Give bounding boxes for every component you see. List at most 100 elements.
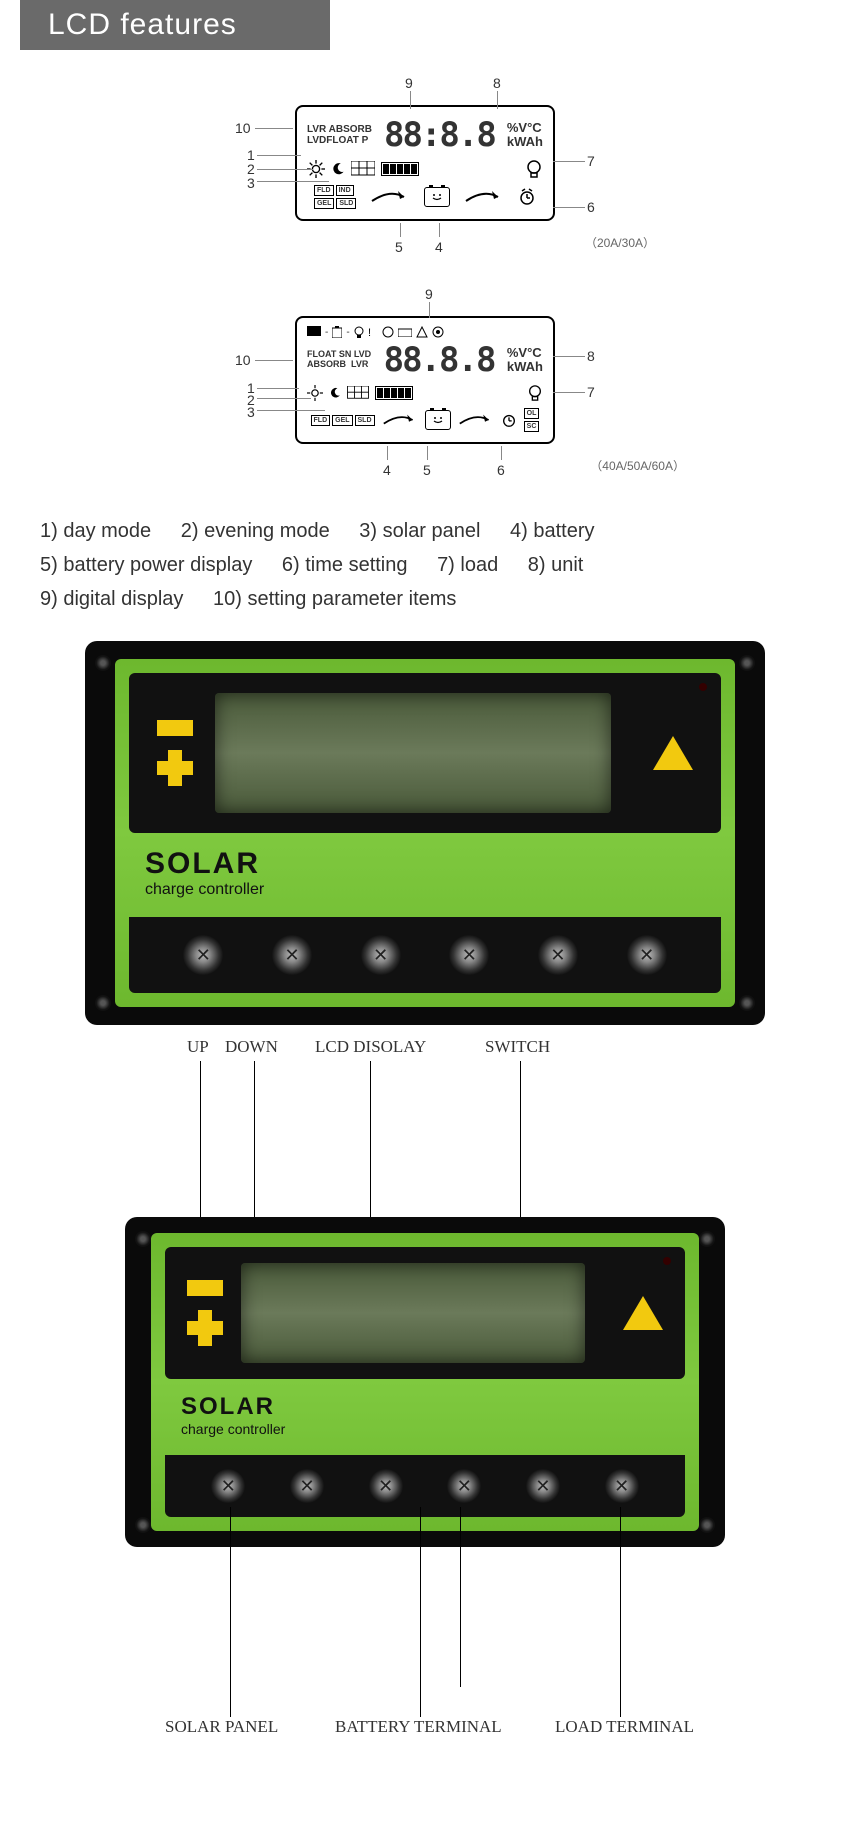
annot-load-terminal: LOAD TERMINAL [555, 1717, 694, 1737]
solar-panel-icon [351, 161, 375, 177]
terminal-screw[interactable] [361, 935, 401, 975]
batt-type-box: IND [336, 185, 354, 196]
mount-hole [739, 995, 755, 1011]
terminal-screw[interactable] [627, 935, 667, 975]
top-annotations: UP DOWN LCD DISOLAY SWITCH [0, 1037, 850, 1217]
battery-icon [424, 187, 450, 207]
annot-down: DOWN [225, 1037, 278, 1057]
flow-arrow-icon [370, 187, 410, 207]
lcd1-units: %V°C kWAh [507, 121, 543, 150]
up-button[interactable] [187, 1310, 223, 1346]
lcd2-units: %V°C kWAh [507, 346, 543, 375]
device-photo-annotated: SOLAR charge controller [0, 1217, 850, 1547]
moon-icon [329, 387, 341, 399]
down-button[interactable] [187, 1280, 223, 1296]
callout-3: 3 [247, 404, 255, 420]
callout-3: 3 [247, 175, 255, 191]
up-button[interactable] [157, 750, 193, 786]
callout-10: 10 [235, 120, 251, 136]
terminal-screw[interactable] [272, 935, 312, 975]
callout-6: 6 [497, 462, 505, 478]
annot-up: UP [187, 1037, 209, 1057]
legend-list: 1) day mode 2) evening mode 3) solar pan… [0, 514, 850, 641]
device-photo-large: SOLAR charge controller [0, 641, 850, 1025]
brand-logo: SOLAR [181, 1393, 671, 1421]
brand-subtitle: charge controller [181, 1421, 671, 1437]
batt-type-box: SLD [336, 198, 356, 209]
lcd-diagram-2: - - ! FLOAT SN LVD ABSORB LVR 88.8.8 %V°… [235, 286, 615, 484]
terminal-screw[interactable] [605, 1469, 639, 1503]
lcd2-digits: 88.8.8 [384, 340, 495, 380]
lcd2-caption: （40A/50A/60A） [590, 457, 685, 474]
callout-10: 10 [235, 352, 251, 368]
batt-type-box: GEL [332, 415, 352, 426]
device-face: SOLAR charge controller [151, 1233, 699, 1531]
terminal-screw[interactable] [211, 1469, 245, 1503]
bottom-annotations: SOLAR PANEL BATTERY TERMINAL LOAD TERMIN… [0, 1547, 850, 1747]
battery-icon [425, 410, 451, 430]
clock-icon [501, 412, 517, 428]
annot-battery-terminal: BATTERY TERMINAL [335, 1717, 502, 1737]
status-box: OL [524, 408, 540, 419]
annot-solar-panel: SOLAR PANEL [165, 1717, 278, 1737]
battery-small-icon [332, 326, 342, 338]
bulb-icon [527, 384, 543, 402]
callout-5: 5 [395, 239, 403, 255]
device-top-panel [165, 1247, 685, 1379]
legend-item: 6) time setting [282, 554, 408, 576]
solar-panel-icon [307, 326, 321, 338]
legend-item: 2) evening mode [181, 520, 330, 542]
bulb-icon [525, 159, 543, 179]
flow-arrow-icon [382, 411, 418, 429]
batt-type-box: GEL [314, 198, 334, 209]
switch-button[interactable] [653, 736, 693, 770]
down-button[interactable] [157, 720, 193, 736]
flow-arrow-icon [464, 187, 504, 207]
mount-hole [699, 1517, 715, 1533]
mount-hole [95, 995, 111, 1011]
lcd2-param-labels: FLOAT SN LVD ABSORB LVR [307, 350, 371, 370]
section-header: LCD features [20, 0, 330, 50]
terminal-row [129, 917, 721, 993]
terminal-screw[interactable] [526, 1469, 560, 1503]
terminal-screw[interactable] [290, 1469, 324, 1503]
device-body: SOLAR charge controller [85, 641, 765, 1025]
terminal-row [165, 1455, 685, 1517]
terminal-screw[interactable] [538, 935, 578, 975]
callout-6: 6 [587, 199, 595, 215]
legend-item: 7) load [437, 554, 498, 576]
callout-9: 9 [405, 75, 413, 91]
callout-8: 8 [587, 348, 595, 364]
device-face: SOLAR charge controller [115, 659, 735, 1007]
battery-level-icon [381, 162, 419, 176]
alert-icon [416, 326, 428, 338]
lcd1-param-labels: LVR ABSORB LVDFLOAT P [307, 124, 372, 146]
callout-9: 9 [425, 286, 433, 302]
legend-item: 4) battery [510, 520, 594, 542]
callout-4: 4 [383, 462, 391, 478]
mount-hole [135, 1517, 151, 1533]
batt-type-box: FLD [311, 415, 331, 426]
settings-icon [382, 326, 394, 338]
callout-7: 7 [587, 153, 595, 169]
mount-hole [739, 655, 755, 671]
switch-button[interactable] [623, 1296, 663, 1330]
terminal-screw[interactable] [369, 1469, 403, 1503]
terminal-screw[interactable] [447, 1469, 481, 1503]
device-branding: SOLAR charge controller [115, 833, 735, 917]
bulb-small-icon [354, 326, 364, 338]
batt-type-box: SLD [355, 415, 375, 426]
device-lcd-screen [215, 693, 611, 813]
flow-arrow-icon [458, 411, 494, 429]
legend-item: 1) day mode [40, 520, 151, 542]
mount-hole [699, 1231, 715, 1247]
device-branding: SOLAR charge controller [151, 1379, 699, 1455]
target-icon [432, 326, 444, 338]
battery-level-icon [375, 386, 413, 400]
brand-logo: SOLAR [145, 847, 707, 881]
legend-item: 10) setting parameter items [213, 588, 456, 610]
legend-item: 9) digital display [40, 588, 183, 610]
terminal-screw[interactable] [449, 935, 489, 975]
terminal-screw[interactable] [183, 935, 223, 975]
annot-lcd: LCD DISOLAY [315, 1037, 426, 1057]
